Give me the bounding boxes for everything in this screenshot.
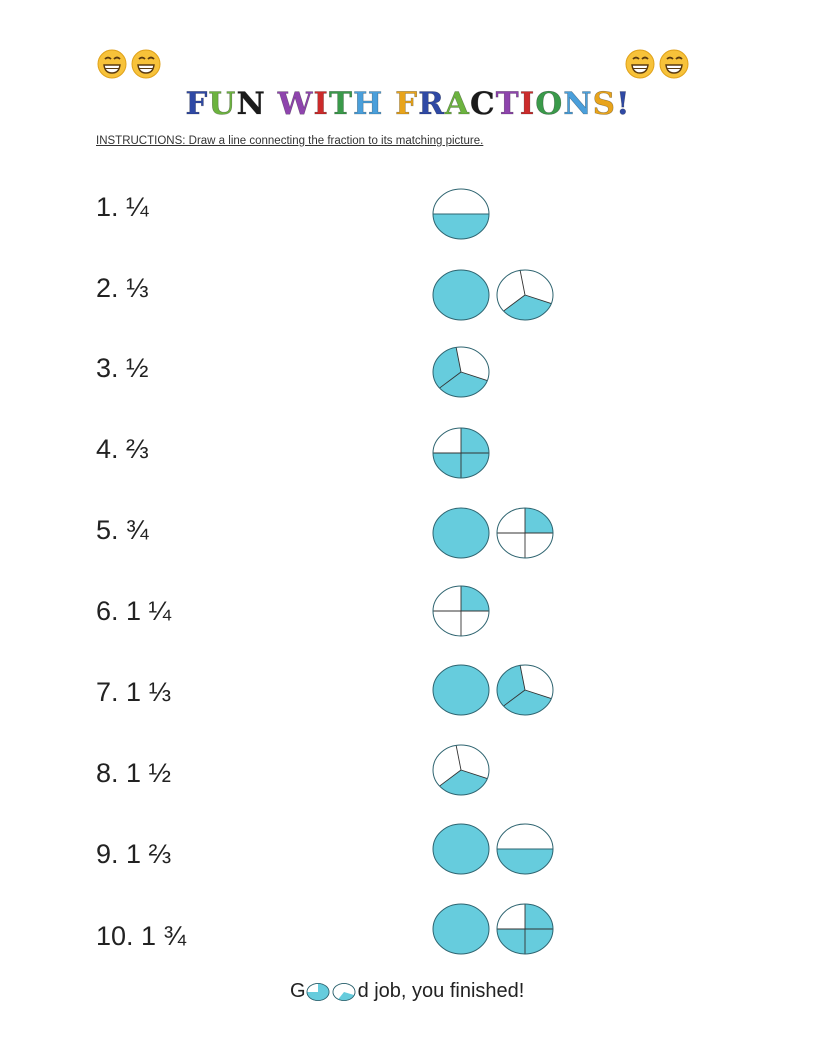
problem-label-5: 5. ¾: [96, 515, 149, 545]
instructions-text: INSTRUCTIONS: Draw a line connecting the…: [96, 135, 484, 147]
problem-label-4: 4. ⅔: [96, 434, 149, 464]
grinning-face-icon: [97, 49, 127, 79]
quarter-pie-icon: [306, 982, 329, 1001]
problem-label-8: 8. 1 ½: [96, 758, 172, 788]
fraction-picture-6: [432, 584, 490, 638]
fraction-circle-full: [432, 903, 490, 955]
fraction-picture-8: [432, 743, 490, 797]
fraction-circle-full: [432, 664, 490, 716]
fraction-circle-thirds: [496, 664, 554, 716]
emoji-group-right: [624, 48, 692, 80]
page-title: FUN WITH FRACTIONS!: [185, 86, 631, 123]
third-pie-icon: [332, 982, 355, 1001]
fraction-picture-5: [432, 506, 554, 560]
fraction-picture-2: [432, 268, 554, 322]
problem-label-6: 6. 1 ¼: [96, 596, 172, 626]
problem-label-7: 7. 1 ⅓: [96, 677, 172, 707]
problem-label-1: 1. ¼: [96, 192, 149, 222]
grinning-face-icon: [625, 49, 655, 79]
fraction-circle-halves: [432, 188, 490, 240]
fraction-picture-1: [432, 187, 490, 241]
problem-label-3: 3. ½: [96, 353, 149, 383]
fraction-picture-3: [432, 345, 490, 399]
fraction-circle-quarters: [432, 427, 490, 479]
fraction-picture-4: [432, 426, 490, 480]
emoji-group-left: [96, 48, 164, 80]
footer-suffix: d job, you finished!: [357, 980, 525, 1002]
problem-label-2: 2. ⅓: [96, 273, 149, 303]
footer-prefix: G: [290, 980, 306, 1002]
fraction-circle-thirds: [432, 346, 490, 398]
fraction-circle-halves: [496, 823, 554, 875]
fraction-circle-full: [432, 823, 490, 875]
fraction-circle-quarters: [432, 585, 490, 637]
fraction-circle-thirds: [496, 269, 554, 321]
fraction-circle-thirds: [432, 744, 490, 796]
grinning-face-icon: [131, 49, 161, 79]
fraction-picture-9: [432, 822, 554, 876]
problem-label-9: 9. 1 ⅔: [96, 839, 172, 869]
fraction-picture-10: [432, 902, 554, 956]
fraction-picture-7: [432, 663, 554, 717]
fraction-circle-quarters: [496, 507, 554, 559]
fraction-circle-quarters: [496, 903, 554, 955]
problem-label-10: 10. 1 ¾: [96, 921, 187, 951]
grinning-face-icon: [659, 49, 689, 79]
footer-message: G d job, you finished!: [290, 980, 524, 1003]
fraction-circle-full: [432, 507, 490, 559]
fraction-circle-full: [432, 269, 490, 321]
